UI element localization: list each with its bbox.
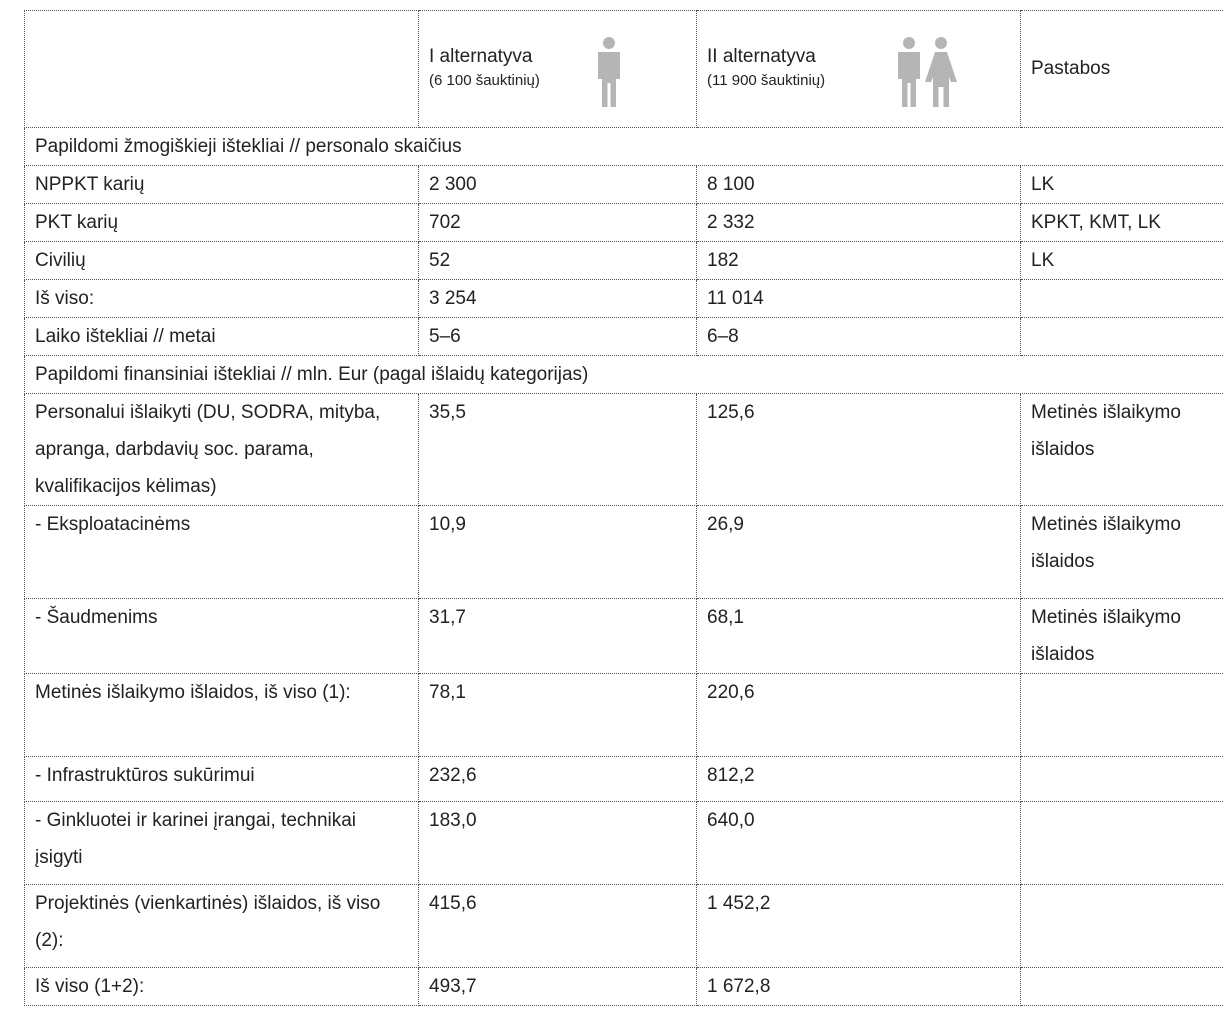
cell: Iš viso: <box>24 279 419 318</box>
cell: 125,6 <box>696 393 1021 506</box>
cell: 3 254 <box>418 279 697 318</box>
cell: 415,6 <box>418 884 697 968</box>
cell <box>1020 756 1224 802</box>
header-cell: II alternatyva (11 900 šauktinių) <box>696 10 1021 128</box>
cell: PKT karių <box>24 203 419 242</box>
cell: LK <box>1020 241 1224 280</box>
cell: Metinės išlaikymo išlaidos <box>1020 393 1224 506</box>
cell: 1 672,8 <box>696 967 1021 1006</box>
cell: Projektinės (vienkartinės) išlaidos, iš … <box>24 884 419 968</box>
cell: 1 452,2 <box>696 884 1021 968</box>
section-row: Papildomi žmogiškieji ištekliai // perso… <box>24 127 1224 166</box>
cell: Iš viso (1+2): <box>24 967 419 1006</box>
cell: Metinės išlaikymo išlaidos <box>1020 598 1224 674</box>
header-title: Pastabos <box>1031 58 1111 79</box>
cell: 232,6 <box>418 756 697 802</box>
table-body: Papildomi žmogiškieji ištekliai // perso… <box>24 127 1224 1006</box>
section-row: Papildomi finansiniai ištekliai // mln. … <box>24 355 1224 394</box>
header-note: (11 900 šauktinių) <box>707 72 826 89</box>
cell: 68,1 <box>696 598 1021 674</box>
data-row: Metinės išlaikymo išlaidos, iš viso (1):… <box>24 673 1224 757</box>
data-row: - Ginkluotei ir karinei įrangai, technik… <box>24 801 1224 885</box>
cell: KPKT, KMT, LK <box>1020 203 1224 242</box>
cell: Personalui išlaikyti (DU, SODRA, mityba,… <box>24 393 419 506</box>
cell: 6–8 <box>696 317 1021 356</box>
section-cell: Papildomi finansiniai ištekliai // mln. … <box>24 355 1224 394</box>
header-note: (6 100 šauktinių) <box>429 72 540 89</box>
cell: 812,2 <box>696 756 1021 802</box>
data-row: NPPKT karių 2 300 8 100 LK <box>24 165 1224 204</box>
data-row: - Infrastruktūros sukūrimui 232,6 812,2 <box>24 756 1224 802</box>
header-cell: I alternatyva (6 100 šauktinių) <box>418 10 697 128</box>
cell <box>1020 279 1224 318</box>
cell <box>1020 801 1224 885</box>
header-cell <box>24 10 419 128</box>
data-row: Iš viso: 3 254 11 014 <box>24 279 1224 318</box>
cell: 10,9 <box>418 505 697 599</box>
data-row: PKT karių 702 2 332 KPKT, KMT, LK <box>24 203 1224 242</box>
section-cell: Papildomi žmogiškieji ištekliai // perso… <box>24 127 1224 166</box>
cell: 183,0 <box>418 801 697 885</box>
table-wrap: I alternatyva (6 100 šauktinių) II alter… <box>24 10 1224 1006</box>
data-row: Iš viso (1+2): 493,7 1 672,8 <box>24 967 1224 1006</box>
cell: 8 100 <box>696 165 1021 204</box>
cell: Metinės išlaikymo išlaidos <box>1020 505 1224 599</box>
cell: LK <box>1020 165 1224 204</box>
cell <box>1020 967 1224 1006</box>
data-row: Projektinės (vienkartinės) išlaidos, iš … <box>24 884 1224 968</box>
people-icon <box>898 37 957 107</box>
cell: 26,9 <box>696 505 1021 599</box>
cell: - Šaudmenims <box>24 598 419 674</box>
cell <box>1020 673 1224 757</box>
header-title: I alternatyva <box>429 46 533 67</box>
cell <box>1020 317 1224 356</box>
cell: Laiko ištekliai // metai <box>24 317 419 356</box>
header-title: II alternatyva <box>707 46 816 67</box>
cell: 78,1 <box>418 673 697 757</box>
cell: 702 <box>418 203 697 242</box>
cell: Civilių <box>24 241 419 280</box>
data-row: Civilių 52 182 LK <box>24 241 1224 280</box>
cell: 52 <box>418 241 697 280</box>
cell: - Eksploatacinėms <box>24 505 419 599</box>
cell: 2 332 <box>696 203 1021 242</box>
cell: - Ginkluotei ir karinei įrangai, technik… <box>24 801 419 885</box>
cell: 35,5 <box>418 393 697 506</box>
cell: 5–6 <box>418 317 697 356</box>
header-cell: Pastabos <box>1020 10 1224 128</box>
cell <box>1020 884 1224 968</box>
data-row: Laiko ištekliai // metai 5–6 6–8 <box>24 317 1224 356</box>
cell: 220,6 <box>696 673 1021 757</box>
cell: 31,7 <box>418 598 697 674</box>
cell: 640,0 <box>696 801 1021 885</box>
cell: - Infrastruktūros sukūrimui <box>24 756 419 802</box>
cell: Metinės išlaikymo išlaidos, iš viso (1): <box>24 673 419 757</box>
cell: NPPKT karių <box>24 165 419 204</box>
cell: 2 300 <box>418 165 697 204</box>
data-row: - Eksploatacinėms 10,9 26,9 Metinės išlaiky… <box>24 505 1224 599</box>
cell: 182 <box>696 241 1021 280</box>
table: I alternatyva (6 100 šauktinių) II alter… <box>24 10 1224 1006</box>
data-row: - Šaudmenims 31,7 68,1 Metinės išlaikymo iš… <box>24 598 1224 674</box>
header-row: I alternatyva (6 100 šauktinių) II alter… <box>24 10 1224 128</box>
data-row: Personalui išlaikyti (DU, SODRA, mityba,… <box>24 393 1224 506</box>
cell: 493,7 <box>418 967 697 1006</box>
cell: 11 014 <box>696 279 1021 318</box>
person-icon <box>598 37 620 107</box>
